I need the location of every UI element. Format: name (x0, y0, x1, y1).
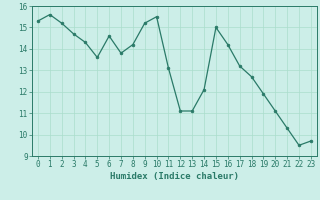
X-axis label: Humidex (Indice chaleur): Humidex (Indice chaleur) (110, 172, 239, 181)
